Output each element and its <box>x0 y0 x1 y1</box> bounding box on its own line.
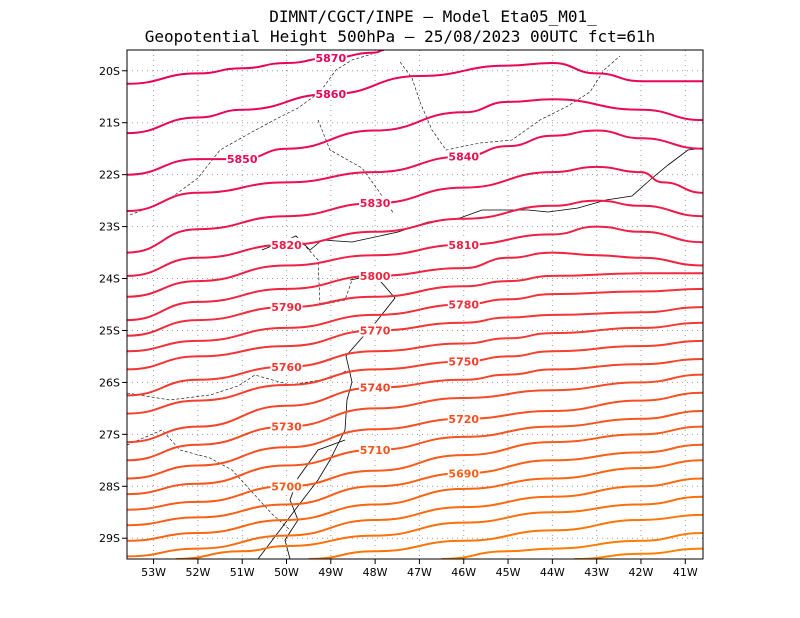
contour-5710 <box>127 410 703 496</box>
contour-label-bg <box>359 442 392 456</box>
x-axis-ticks: 53W 52W 51W 50W 49W 48W 47W 46W 45W 44W 43W 42W 41W <box>141 559 698 579</box>
contour-5760 <box>127 321 703 397</box>
contour-label-bg <box>270 419 303 433</box>
contour-label-bg <box>359 380 392 394</box>
contour-5700 <box>127 425 703 511</box>
contour-label-bg <box>447 354 480 368</box>
contour-5720 <box>127 391 703 480</box>
contour-label-bg <box>359 268 392 282</box>
lagoon-outline <box>284 439 346 559</box>
contour-5840 <box>127 129 703 212</box>
title-line-1: DIMNT/CGCT/INPE — Model Eta05_M01_ <box>269 7 597 26</box>
coastline <box>261 147 703 251</box>
x-tick-label: 51W <box>230 566 255 579</box>
x-tick-label: 46W <box>451 566 476 579</box>
contour-label-5700: 5700 <box>271 480 302 493</box>
contour-5780 <box>127 287 703 353</box>
contour-5660 <box>175 495 703 559</box>
x-tick-label: 52W <box>185 566 210 579</box>
contour-5670 <box>127 477 703 558</box>
y-tick-label: 21S <box>99 117 120 130</box>
coastline-south <box>257 274 396 559</box>
contour-5820 <box>127 199 703 277</box>
contour-label-bg <box>447 237 480 251</box>
x-tick-label: 50W <box>274 566 299 579</box>
contour-label-5760: 5760 <box>271 361 302 374</box>
plot-frame <box>126 49 704 560</box>
contour-5800 <box>127 251 703 322</box>
y-tick-label: 22S <box>99 169 120 182</box>
y-axis-ticks: 20S 21S 22S 23S 24S 25S 26S 27S 28S 29S <box>99 65 127 545</box>
x-tick-label: 48W <box>363 566 388 579</box>
contour-label-5720: 5720 <box>448 413 479 426</box>
contour-5680 <box>127 459 703 542</box>
contour-label-5820: 5820 <box>271 239 302 252</box>
contour-labels: 5870 5860 5850 5840 5830 5820 5810 5800 5790 5780… <box>226 50 480 493</box>
contour-5850 <box>127 98 703 176</box>
contour-5650 <box>308 513 703 559</box>
title-line-2: Geopotential Height 500hPa — 25/08/2023 … <box>145 27 656 46</box>
contour-label-5690: 5690 <box>448 467 479 480</box>
x-tick-label: 42W <box>629 566 654 579</box>
x-tick-label: 43W <box>584 566 609 579</box>
contour-label-5790: 5790 <box>271 301 302 314</box>
contour-label-5870: 5870 <box>316 52 347 65</box>
contour-label-bg <box>447 411 480 425</box>
contour-5870 <box>127 50 385 85</box>
contour-label-5730: 5730 <box>271 421 302 434</box>
contour-5640 <box>441 532 703 559</box>
contour-5630 <box>574 547 703 559</box>
contour-5730 <box>127 373 703 462</box>
contour-label-5810: 5810 <box>448 239 479 252</box>
contour-label-5740: 5740 <box>360 382 391 395</box>
contour-5690 <box>127 443 703 527</box>
y-tick-label: 26S <box>99 376 120 389</box>
x-tick-label: 49W <box>318 566 343 579</box>
contour-5740 <box>127 358 703 444</box>
contour-label-5830: 5830 <box>360 197 391 210</box>
x-tick-label: 45W <box>496 566 521 579</box>
contour-label-bg <box>270 479 303 493</box>
contour-5860 <box>127 61 703 135</box>
y-tick-label: 23S <box>99 221 120 234</box>
contour-5810 <box>127 225 703 298</box>
y-tick-label: 20S <box>99 65 120 78</box>
contour-label-bg <box>270 237 303 251</box>
contour-label-bg <box>359 196 392 210</box>
y-tick-label: 29S <box>99 532 120 545</box>
contour-5830 <box>127 165 703 254</box>
height-contours <box>127 50 703 559</box>
contour-label-bg <box>314 87 347 101</box>
x-tick-label: 53W <box>141 566 166 579</box>
contour-label-bg <box>447 297 480 311</box>
contour-label-5710: 5710 <box>360 444 391 457</box>
contour-label-bg <box>447 149 480 163</box>
contour-label-5780: 5780 <box>448 299 479 312</box>
contour-label-5800: 5800 <box>360 270 391 283</box>
contour-label-bg <box>270 359 303 373</box>
x-tick-label: 41W <box>673 566 698 579</box>
contour-label-bg <box>270 300 303 314</box>
y-tick-label: 25S <box>99 324 120 337</box>
x-tick-label: 47W <box>407 566 432 579</box>
state-borders <box>127 53 621 531</box>
y-tick-label: 27S <box>99 428 120 441</box>
contour-label-bg <box>314 50 347 64</box>
contour-label-5850: 5850 <box>227 153 258 166</box>
contour-label-bg <box>226 152 259 166</box>
contour-label-bg <box>359 323 392 337</box>
contour-label-5860: 5860 <box>316 88 347 101</box>
y-tick-label: 28S <box>99 480 120 493</box>
contour-5770 <box>127 306 703 371</box>
contour-label-5840: 5840 <box>448 150 479 163</box>
contour-5750 <box>127 339 703 415</box>
contour-label-5770: 5770 <box>360 324 391 337</box>
contour-5790 <box>127 272 703 337</box>
contour-label-5750: 5750 <box>448 356 479 369</box>
y-tick-label: 24S <box>99 273 120 286</box>
contour-label-bg <box>447 466 480 480</box>
x-tick-label: 44W <box>540 566 565 579</box>
